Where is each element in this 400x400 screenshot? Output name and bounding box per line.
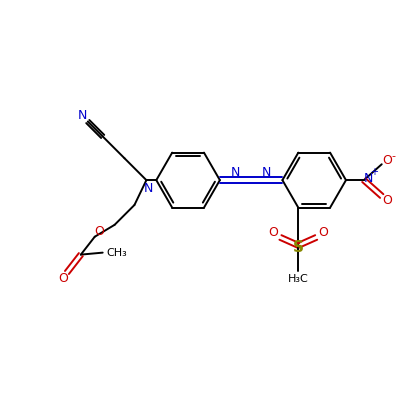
- Text: O: O: [382, 154, 392, 167]
- Text: O: O: [94, 225, 104, 238]
- Text: H₃C: H₃C: [288, 274, 309, 284]
- Text: S: S: [293, 240, 304, 255]
- Text: N: N: [364, 172, 374, 185]
- Text: O: O: [58, 272, 68, 285]
- Text: N: N: [262, 166, 272, 179]
- Text: +: +: [370, 167, 378, 177]
- Text: N: N: [144, 182, 153, 194]
- Text: N: N: [231, 166, 240, 179]
- Text: O: O: [382, 194, 392, 208]
- Text: N: N: [78, 109, 88, 122]
- Text: -: -: [392, 151, 396, 161]
- Text: CH₃: CH₃: [106, 248, 127, 258]
- Text: O: O: [318, 226, 328, 239]
- Text: O: O: [268, 226, 278, 239]
